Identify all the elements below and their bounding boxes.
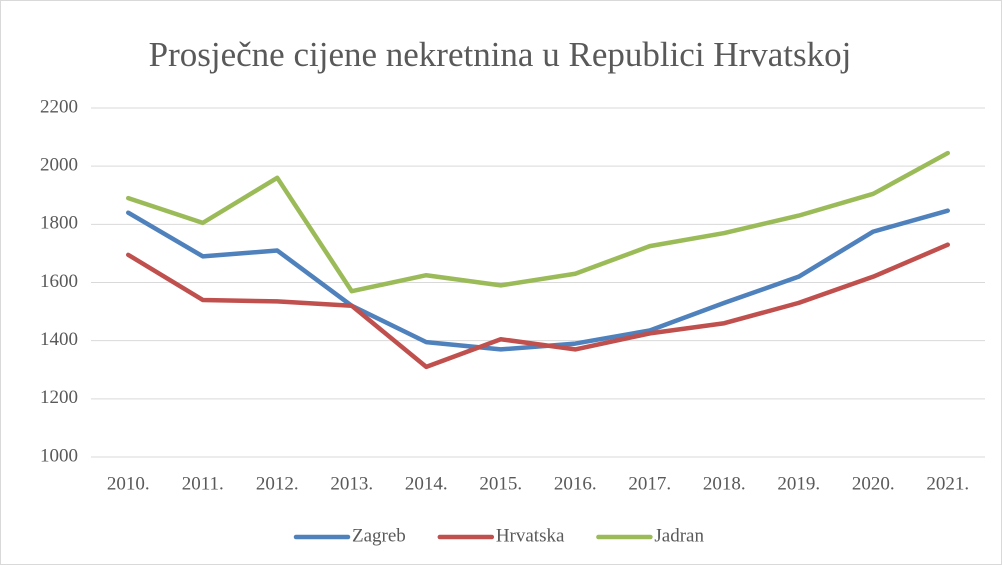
x-tick-label: 2018. xyxy=(703,473,746,494)
y-tick-label: 1800 xyxy=(40,213,78,234)
series-line xyxy=(126,242,950,370)
legend-label: Hrvatska xyxy=(496,525,565,546)
x-tick-label: 2015. xyxy=(479,473,522,494)
y-tick-label: 1200 xyxy=(40,387,78,408)
x-tick-label: 2014. xyxy=(405,473,448,494)
y-tick-label: 2200 xyxy=(40,96,78,117)
y-tick-label: 1400 xyxy=(40,329,78,350)
x-tick-label: 2013. xyxy=(330,473,373,494)
y-tick-label: 1000 xyxy=(40,445,78,466)
y-tick-label: 2000 xyxy=(40,155,78,176)
y-tick-label: 1600 xyxy=(40,271,78,292)
legend-label: Jadran xyxy=(654,525,704,546)
x-tick-label: 2020. xyxy=(852,473,895,494)
legend-label: Zagreb xyxy=(352,525,406,546)
x-tick-label: 2011. xyxy=(182,473,224,494)
x-tick-label: 2017. xyxy=(628,473,671,494)
x-tick-label: 2010. xyxy=(107,473,150,494)
x-tick-label: 2019. xyxy=(777,473,820,494)
x-tick-label: 2012. xyxy=(256,473,299,494)
chart-title: Prosječne cijene nekretnina u Republici … xyxy=(149,35,852,74)
x-tick-label: 2021. xyxy=(926,473,969,494)
series-line xyxy=(126,150,950,294)
x-tick-label: 2016. xyxy=(554,473,597,494)
